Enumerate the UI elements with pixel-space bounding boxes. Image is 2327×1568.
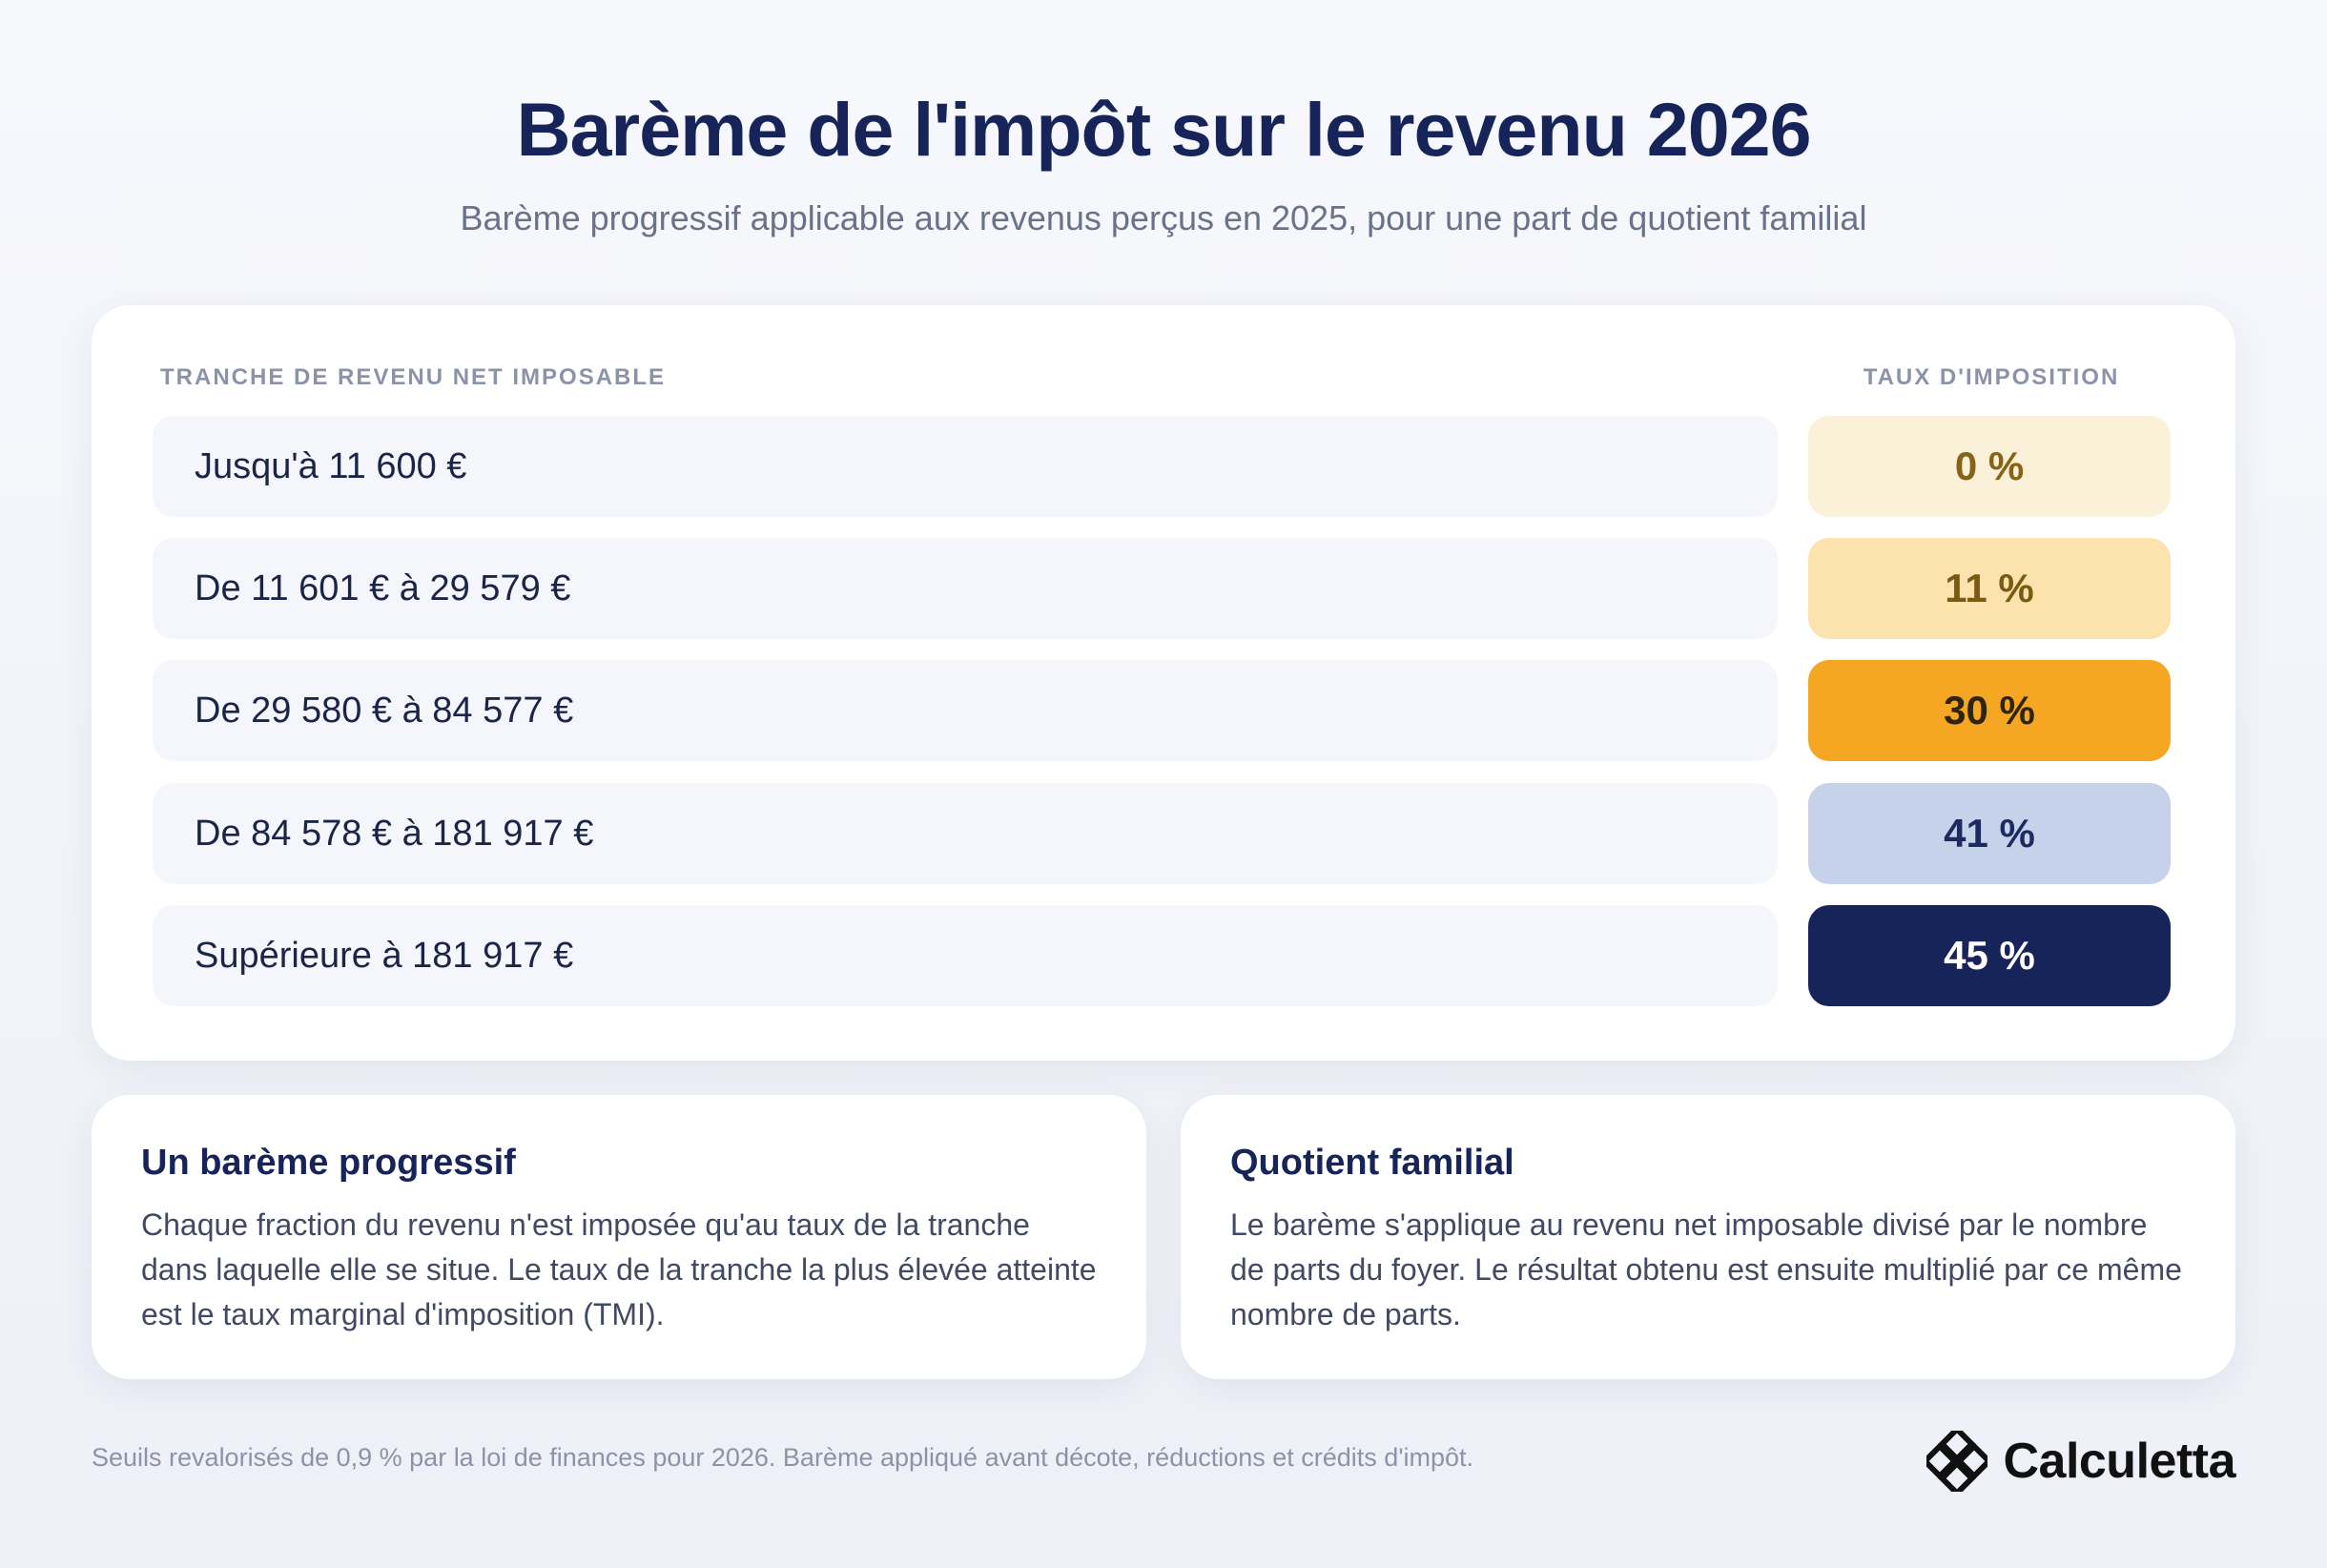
- rate-badge: 41 %: [1808, 783, 2171, 884]
- bracket-label: Supérieure à 181 917 €: [153, 905, 1778, 1006]
- calculetta-logo-icon: [1926, 1431, 1988, 1492]
- brand: Calculetta: [1926, 1431, 2235, 1492]
- rate-badge: 45 %: [1808, 905, 2171, 1006]
- progressive-info-text: Chaque fraction du revenu n'est imposée …: [141, 1207, 1097, 1331]
- progressive-info-card: Un barème progressif Chaque fraction du …: [92, 1095, 1146, 1379]
- bracket-label: De 11 601 € à 29 579 €: [153, 538, 1778, 639]
- bracket-label: De 29 580 € à 84 577 €: [153, 660, 1778, 761]
- bracket-label: Jusqu'à 11 600 €: [153, 416, 1778, 517]
- quotient-info-title: Quotient familial: [1230, 1143, 1514, 1183]
- bracket-row: Supérieure à 181 917 € 45 %: [153, 905, 2171, 1006]
- tax-brackets-card: TRANCHE DE REVENU NET IMPOSABLE TAUX D'I…: [92, 305, 2235, 1061]
- bracket-row: Jusqu'à 11 600 € 0 %: [153, 416, 2171, 517]
- rate-badge: 11 %: [1808, 538, 2171, 639]
- bracket-label: De 84 578 € à 181 917 €: [153, 783, 1778, 884]
- page-subtitle: Barème progressif applicable aux revenus…: [460, 198, 1867, 237]
- rate-badge: 0 %: [1808, 416, 2171, 517]
- brand-name: Calculetta: [2003, 1434, 2235, 1489]
- bracket-row: De 11 601 € à 29 579 € 11 %: [153, 538, 2171, 639]
- rate-badge: 30 %: [1808, 660, 2171, 761]
- page-title: Barème de l'impôt sur le revenu 2026: [516, 87, 1811, 172]
- quotient-info-text: Le barème s'applique au revenu net impos…: [1230, 1207, 2182, 1331]
- column-header-income: TRANCHE DE REVENU NET IMPOSABLE: [160, 364, 667, 390]
- column-header-rate: TAUX D'IMPOSITION: [1863, 364, 2120, 390]
- bracket-row: De 84 578 € à 181 917 € 41 %: [153, 783, 2171, 884]
- footnote: Seuils revalorisés de 0,9 % par la loi d…: [92, 1443, 1473, 1472]
- bracket-row: De 29 580 € à 84 577 € 30 %: [153, 660, 2171, 761]
- progressive-info-title: Un barème progressif: [141, 1143, 516, 1183]
- quotient-info-card: Quotient familial Le barème s'applique a…: [1181, 1095, 2235, 1379]
